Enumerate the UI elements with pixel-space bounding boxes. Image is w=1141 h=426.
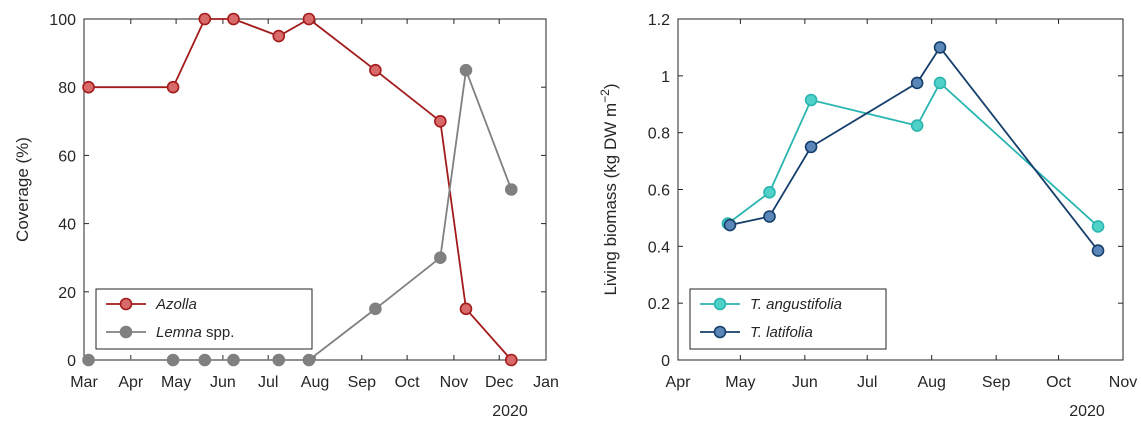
biomass-chart: 0 0.2 0.4 0.6 0.8 1 1.2 Apr May Jun Jul Aug Sep Oct No… bbox=[598, 12, 1137, 420]
x-tick-label: Nov bbox=[1109, 374, 1137, 391]
x-tick-label: Jun bbox=[210, 374, 236, 391]
x-tick-label: Apr bbox=[118, 374, 144, 391]
y-tick-label: 1 bbox=[661, 69, 670, 86]
y-axis-label: Living biomass (kg DW m−2) bbox=[598, 83, 620, 295]
data-point bbox=[227, 353, 240, 367]
legend-label-rest: spp. bbox=[202, 324, 235, 341]
data-point bbox=[804, 93, 818, 107]
x-tick-label: Jul bbox=[857, 374, 877, 391]
data-point bbox=[302, 12, 316, 26]
data-point bbox=[434, 115, 447, 128]
legend-label: T. latifolia bbox=[750, 324, 813, 341]
data-point bbox=[82, 353, 95, 367]
y-axis-label-main: Living biomass (kg DW m bbox=[601, 103, 620, 296]
legend-marker bbox=[713, 297, 727, 311]
legend-box bbox=[95, 288, 313, 350]
y-tick-label: 0 bbox=[67, 353, 76, 370]
data-point bbox=[933, 76, 947, 90]
data-point bbox=[910, 119, 924, 132]
series-line-1 bbox=[88, 69, 513, 361]
y-tick-label: 20 bbox=[58, 285, 76, 302]
x-tick-label: Apr bbox=[666, 374, 692, 391]
data-point bbox=[198, 353, 212, 367]
series-line-0 bbox=[88, 17, 512, 361]
data-point bbox=[723, 218, 737, 232]
y-tick-label: 0.8 bbox=[648, 126, 670, 143]
data-point bbox=[272, 353, 286, 367]
data-point bbox=[910, 76, 924, 90]
y-tick-label: 0.4 bbox=[648, 239, 670, 256]
legend-label-italic: T. angustifolia bbox=[750, 296, 842, 313]
x-tick-label: Jun bbox=[792, 374, 818, 391]
x-tick-label: May bbox=[161, 374, 191, 391]
series-line-0 bbox=[727, 81, 1099, 228]
legend-label-italic: Azolla bbox=[155, 296, 197, 313]
y-axis-label-superscript: −2 bbox=[598, 89, 612, 103]
y-tick-label: 40 bbox=[58, 217, 76, 234]
y-tick-label: 1.2 bbox=[648, 12, 670, 29]
year-label: 2020 bbox=[492, 403, 528, 420]
x-tick-label: Aug bbox=[301, 374, 329, 391]
data-point bbox=[82, 80, 95, 94]
data-point bbox=[369, 63, 382, 77]
legend-marker bbox=[119, 297, 133, 311]
data-point bbox=[763, 210, 776, 223]
data-point bbox=[504, 183, 518, 196]
data-point bbox=[166, 353, 180, 367]
year-label: 2020 bbox=[1069, 403, 1105, 420]
data-point bbox=[763, 186, 776, 199]
data-point bbox=[504, 353, 518, 367]
coverage-chart: 0 20 40 60 80 100 Mar Apr May Jun Jul Aug Sep Oct Nov D… bbox=[13, 12, 559, 420]
y-axis-label: Coverage (%) bbox=[13, 137, 32, 242]
legend-label-italic: T. latifolia bbox=[750, 324, 813, 341]
x-tick-label: Oct bbox=[1046, 374, 1071, 391]
data-point bbox=[198, 12, 212, 26]
legend-label-italic: Lemna bbox=[156, 324, 202, 341]
data-point bbox=[933, 41, 947, 54]
x-tick-label: Sep bbox=[982, 374, 1011, 391]
legend-label: Lemna spp. bbox=[156, 324, 234, 341]
x-tick-label: Aug bbox=[917, 374, 945, 391]
x-tick-label: Oct bbox=[395, 374, 420, 391]
data-point bbox=[1091, 244, 1105, 257]
data-point bbox=[166, 80, 180, 94]
data-point bbox=[804, 140, 818, 154]
data-point bbox=[459, 302, 473, 316]
data-point bbox=[1091, 220, 1105, 233]
y-tick-label: 0 bbox=[661, 353, 670, 370]
legend-marker bbox=[119, 325, 133, 339]
data-point bbox=[434, 251, 447, 265]
x-tick-label: Jul bbox=[258, 374, 278, 391]
legend-marker bbox=[713, 325, 727, 339]
x-tick-label: Jan bbox=[533, 374, 559, 391]
y-tick-label: 0.6 bbox=[648, 183, 670, 200]
x-tick-label: Dec bbox=[485, 374, 513, 391]
x-tick-label: May bbox=[725, 374, 755, 391]
series-line-1 bbox=[729, 45, 1099, 252]
y-tick-label: 80 bbox=[58, 80, 76, 97]
x-tick-label: Mar bbox=[70, 374, 98, 391]
data-point bbox=[302, 353, 316, 367]
x-tick-label: Nov bbox=[440, 374, 468, 391]
x-tick-label: Sep bbox=[348, 374, 377, 391]
data-point bbox=[227, 12, 240, 26]
legend-label: T. angustifolia bbox=[750, 296, 842, 313]
y-tick-label: 0.2 bbox=[648, 296, 670, 313]
y-tick-label: 100 bbox=[49, 12, 76, 29]
y-tick-label: 60 bbox=[58, 148, 76, 165]
data-point bbox=[272, 29, 286, 43]
data-point bbox=[459, 63, 473, 77]
data-point bbox=[369, 302, 382, 316]
y-axis-label-end: ) bbox=[601, 83, 620, 89]
legend-label: Azolla bbox=[155, 296, 197, 313]
